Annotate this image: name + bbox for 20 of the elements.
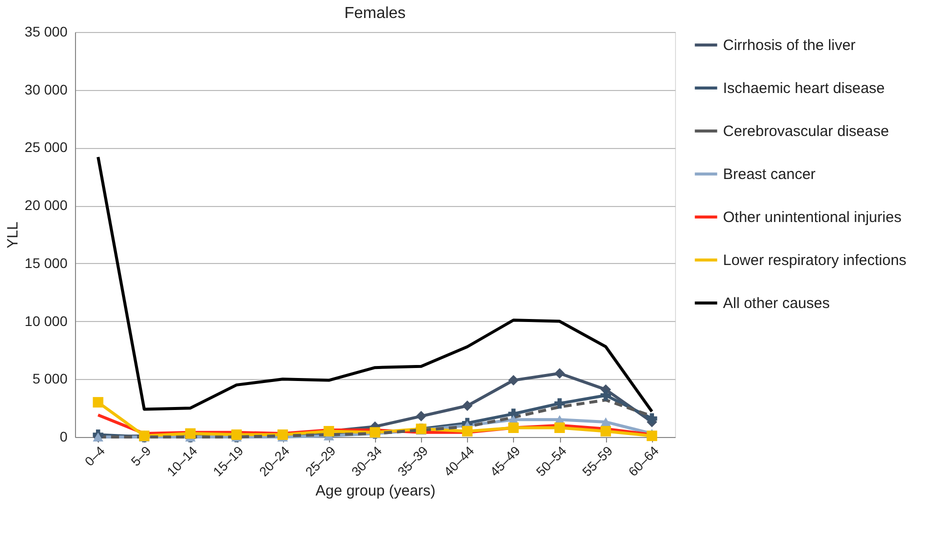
y-tick-label: 20 000 <box>24 197 68 214</box>
legend-label: Cirrhosis of the liver <box>723 37 856 54</box>
y-tick-label: 35 000 <box>24 24 68 40</box>
legend-label: Breast cancer <box>723 166 816 183</box>
x-tick-label: 5–9 <box>128 443 154 470</box>
legend-label: Cerebrovascular disease <box>723 123 889 140</box>
y-tick-label: 5 000 <box>32 370 68 387</box>
x-axis-title: Age group (years) <box>315 482 436 500</box>
y-tick-label: 15 000 <box>24 254 68 271</box>
legend-label: Other unintentional injuries <box>723 209 902 226</box>
x-tick-label: 0–4 <box>82 443 108 470</box>
legend-label: All other causes <box>723 295 830 312</box>
y-tick-label: 30 000 <box>24 81 68 98</box>
y-tick-label: 10 000 <box>24 312 68 329</box>
legend-label: Lower respiratory infections <box>723 252 906 269</box>
y-tick-label: 0 <box>60 428 68 444</box>
legend-label: Ischaemic heart disease <box>723 80 885 97</box>
y-tick-label: 25 000 <box>24 139 68 156</box>
chart-title: Females <box>344 5 406 22</box>
y-axis-title: YLL <box>4 222 22 248</box>
